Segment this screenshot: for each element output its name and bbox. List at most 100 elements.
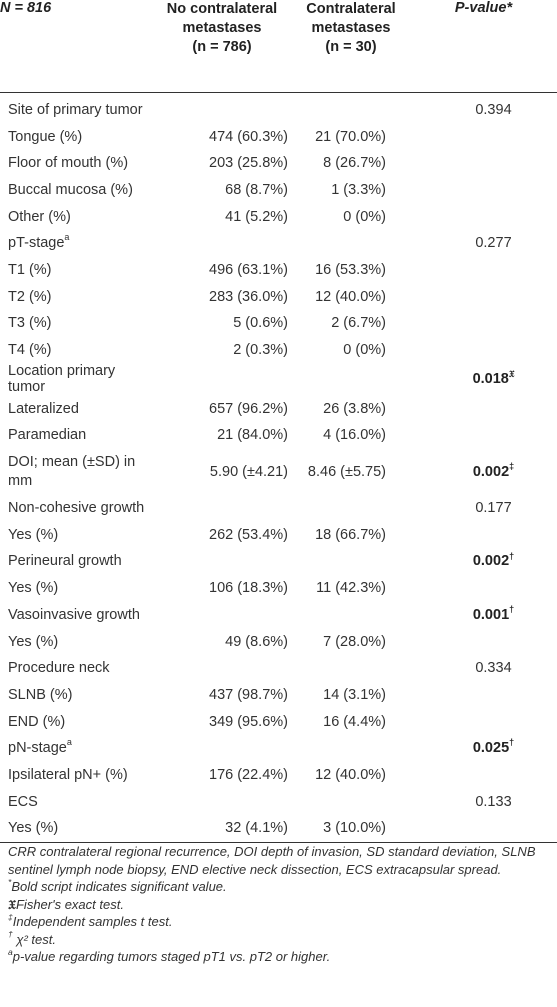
row-label: Tongue (%) <box>8 128 83 145</box>
cell-p-value: 0.334 <box>475 660 512 677</box>
footnote-significance: *Bold script indicates significant value… <box>8 876 227 894</box>
row-label: Floor of mouth (%) <box>8 155 129 172</box>
cell-p-value: 0.001† <box>472 604 515 623</box>
table-row: Perineural growth 0.002† <box>0 548 557 575</box>
cell-metastases: 2 (6.7%) <box>331 315 386 332</box>
cell-p-value: 0.394 <box>475 101 512 118</box>
table-row: Tongue (%) 474 (60.3%) 21 (70.0%) <box>0 123 557 150</box>
cell-no-metastases: 5.90 (±4.21) <box>209 463 288 480</box>
cell-p-value <box>410 575 557 602</box>
cell-no-metastases: 474 (60.3%) <box>209 128 288 145</box>
header-contralateral: Contralateral metastases (n = 30) <box>306 1 396 55</box>
table-row: T4 (%) 2 (0.3%) 0 (0%) <box>0 337 557 364</box>
cell-no-metastases <box>152 602 292 629</box>
cell-no-metastases: 41 (5.2%) <box>225 208 288 225</box>
cell-metastases: 1 (3.3%) <box>331 181 386 198</box>
cell-metastases: 12 (40.0%) <box>315 766 386 783</box>
cell-no-metastases <box>152 655 292 682</box>
cell-p-value <box>410 628 557 655</box>
cell-no-metastases <box>152 735 292 762</box>
cell-no-metastases <box>152 788 292 815</box>
row-label: T4 (%) <box>8 342 52 359</box>
cell-metastases: 7 (28.0%) <box>323 633 386 650</box>
cell-p-value <box>410 337 557 364</box>
cell-metastases <box>292 788 410 815</box>
cell-p-value <box>410 177 557 204</box>
footnote-abbreviations: CRR contralateral regional recurrence, D… <box>8 844 536 877</box>
cell-p-value <box>410 395 557 422</box>
cell-p-value: 0.177 <box>475 500 512 517</box>
row-label: Procedure neck <box>8 660 110 677</box>
cell-metastases <box>292 655 410 682</box>
cell-metastases: 11 (42.3%) <box>316 580 386 597</box>
cell-p-value: 0.018𝔛 <box>472 368 515 388</box>
cell-p-value <box>410 310 557 337</box>
table-row: pN-stagea 0.025† <box>0 735 557 762</box>
cell-no-metastases: 349 (95.6%) <box>209 713 288 730</box>
cell-no-metastases: 49 (8.6%) <box>225 633 288 650</box>
header-no-contralateral: No contralateral metastases (n = 786) <box>166 1 278 55</box>
table-body: Site of primary tumor 0.394 Tongue (%) 474 … <box>0 97 557 843</box>
cell-metastases <box>292 602 410 629</box>
cell-metastases: 26 (3.8%) <box>323 400 386 417</box>
row-label: pT-stagea <box>8 232 70 252</box>
row-label: END (%) <box>8 713 66 730</box>
table-row: Yes (%) 106 (18.3%) 11 (42.3%) <box>0 575 557 602</box>
cell-p-value <box>410 422 557 449</box>
table-row: Other (%) 41 (5.2%) 0 (0%) <box>0 203 557 230</box>
cell-no-metastases: 496 (63.1%) <box>209 261 288 278</box>
footnote-fisher: 𝔛Fisher's exact test. <box>8 896 124 912</box>
row-label: Yes (%) <box>8 633 59 650</box>
cell-metastases: 14 (3.1%) <box>323 686 386 703</box>
cell-metastases <box>292 97 410 124</box>
table-row: Paramedian 21 (84.0%) 4 (16.0%) <box>0 422 557 449</box>
row-label: Non-cohesive growth <box>8 500 145 517</box>
cell-p-value: 0.025† <box>472 737 515 757</box>
footnote-chisq: † χ² test. <box>8 929 56 947</box>
table-row: Ipsilateral pN+ (%) 176 (22.4%) 12 (40.0%) <box>0 762 557 789</box>
cell-no-metastases: 32 (4.1%) <box>152 815 292 843</box>
table-header-row: N = 816 No contralateral metastases (n =… <box>0 0 557 92</box>
cell-metastases: 8 (26.7%) <box>323 155 386 172</box>
cell-p-value: 0.002‡ <box>472 460 515 480</box>
row-label: Location primary tumor <box>8 363 116 396</box>
footnote-a: ap-value regarding tumors staged pT1 vs.… <box>8 946 331 964</box>
table-row: Yes (%) 32 (4.1%) 3 (10.0%) <box>0 815 557 843</box>
row-label: DOI; mean (±SD) in mm <box>8 453 136 489</box>
cell-p-value <box>410 762 557 789</box>
cell-metastases: 12 (40.0%) <box>315 288 386 305</box>
cell-metastases <box>292 495 410 522</box>
cell-no-metastases: 657 (96.2%) <box>209 400 288 417</box>
row-label: Vasoinvasive growth <box>8 606 140 623</box>
row-label: Buccal mucosa (%) <box>8 181 133 198</box>
cell-no-metastases <box>152 495 292 522</box>
cell-no-metastases: 21 (84.0%) <box>217 427 288 444</box>
table-row: Yes (%) 262 (53.4%) 18 (66.7%) <box>0 521 557 548</box>
table-row: ECS 0.133 <box>0 788 557 815</box>
cell-metastases <box>292 735 410 762</box>
cell-no-metastases: 68 (8.7%) <box>225 181 288 198</box>
cell-p-value <box>410 123 557 150</box>
cell-no-metastases: 2 (0.3%) <box>233 342 288 359</box>
table-row: Vasoinvasive growth 0.001† <box>0 602 557 629</box>
cell-no-metastases: 176 (22.4%) <box>209 766 288 783</box>
table-row: END (%) 349 (95.6%) 16 (4.4%) <box>0 708 557 735</box>
cell-no-metastases <box>152 97 292 124</box>
table-row: pT-stagea 0.277 <box>0 230 557 257</box>
table-row: Non-cohesive growth 0.177 <box>0 495 557 522</box>
table-row: Lateralized 657 (96.2%) 26 (3.8%) <box>0 395 557 422</box>
cell-no-metastases: 262 (53.4%) <box>209 526 288 543</box>
row-label: Yes (%) <box>8 580 59 597</box>
row-label: Perineural growth <box>8 553 122 570</box>
cell-metastases <box>292 548 410 575</box>
footnote-ttest: ‡Independent samples t test. <box>8 911 173 929</box>
cell-no-metastases: 437 (98.7%) <box>209 686 288 703</box>
row-label: Ipsilateral pN+ (%) <box>8 766 128 783</box>
cell-metastases: 3 (10.0%) <box>292 815 410 843</box>
row-label: Site of primary tumor <box>8 101 143 118</box>
table-row: T2 (%) 283 (36.0%) 12 (40.0%) <box>0 283 557 310</box>
cell-no-metastases: 5 (0.6%) <box>233 315 288 332</box>
cell-metastases: 0 (0%) <box>343 208 386 225</box>
table-row: T3 (%) 5 (0.6%) 2 (6.7%) <box>0 310 557 337</box>
cell-no-metastases: 203 (25.8%) <box>209 155 288 172</box>
